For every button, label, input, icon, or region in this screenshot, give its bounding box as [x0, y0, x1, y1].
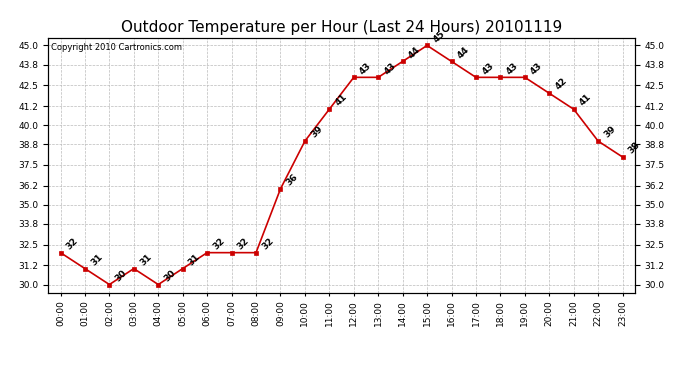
Text: 41: 41 [578, 93, 593, 108]
Text: 45: 45 [431, 29, 446, 44]
Text: 43: 43 [358, 61, 373, 76]
Text: 43: 43 [382, 61, 397, 76]
Text: 43: 43 [529, 61, 544, 76]
Text: 32: 32 [236, 236, 251, 251]
Text: 42: 42 [553, 76, 569, 92]
Text: 39: 39 [602, 124, 618, 140]
Text: 43: 43 [504, 61, 520, 76]
Text: 32: 32 [65, 236, 80, 251]
Text: 32: 32 [260, 236, 275, 251]
Text: 43: 43 [480, 61, 495, 76]
Text: 41: 41 [333, 93, 348, 108]
Text: 36: 36 [284, 172, 300, 188]
Text: 38: 38 [627, 141, 642, 156]
Text: 30: 30 [162, 268, 177, 283]
Text: 44: 44 [455, 45, 471, 60]
Text: 31: 31 [138, 252, 153, 267]
Text: 31: 31 [187, 252, 202, 267]
Text: 39: 39 [309, 124, 324, 140]
Text: 31: 31 [89, 252, 104, 267]
Title: Outdoor Temperature per Hour (Last 24 Hours) 20101119: Outdoor Temperature per Hour (Last 24 Ho… [121, 20, 562, 35]
Text: 32: 32 [211, 236, 226, 251]
Text: 44: 44 [407, 45, 422, 60]
Text: 30: 30 [114, 268, 128, 283]
Text: Copyright 2010 Cartronics.com: Copyright 2010 Cartronics.com [51, 43, 182, 52]
